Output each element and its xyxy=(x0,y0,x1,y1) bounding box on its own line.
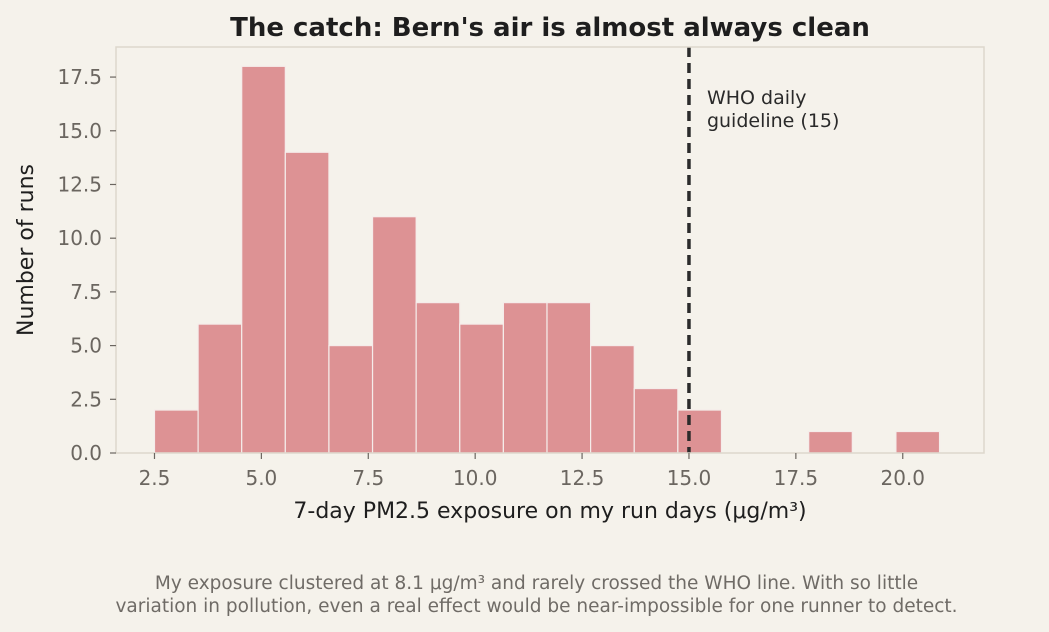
histogram-bar-8 xyxy=(502,302,548,454)
y-tick-label-6: 15.0 xyxy=(57,119,102,143)
x-tick-label-5: 15.0 xyxy=(667,466,712,490)
chart-title: The catch: Bern's air is almost always c… xyxy=(230,13,870,43)
histogram-bar-3 xyxy=(284,151,330,454)
x-tick-label-0: 2.5 xyxy=(139,466,171,490)
histogram-bar-4 xyxy=(328,344,374,454)
caption-line-2: variation in pollution, even a real effe… xyxy=(115,596,958,617)
y-tick-label-5: 12.5 xyxy=(57,172,102,196)
who-guideline-label-line-2: guideline (15) xyxy=(707,110,839,132)
chart-caption: My exposure clustered at 8.1 μg/m³ and r… xyxy=(24,572,1049,618)
y-tick-label-0: 0.0 xyxy=(70,441,102,465)
histogram-bar-1 xyxy=(197,323,243,454)
histogram-bar-7 xyxy=(459,323,504,454)
plot-frame xyxy=(115,46,985,454)
x-tick-label-6: 17.5 xyxy=(774,466,819,490)
y-axis-ticks: 0.0 2.5 5.0 7.5 10.0 12.5 15.0 17.5 xyxy=(57,65,116,465)
caption-line-1: My exposure clustered at 8.1 μg/m³ and r… xyxy=(154,573,919,594)
y-tick-label-1: 2.5 xyxy=(70,387,102,411)
x-tick-label-3: 10.0 xyxy=(453,466,498,490)
who-guideline-label-line-1: WHO daily xyxy=(707,87,807,109)
x-tick-label-7: 20.0 xyxy=(880,466,925,490)
histogram-bar-12 xyxy=(677,409,723,454)
y-tick-label-4: 10.0 xyxy=(57,226,102,250)
histogram-bars xyxy=(153,65,941,454)
x-tick-label-2: 7.5 xyxy=(352,466,384,490)
histogram-bar-9 xyxy=(546,302,592,454)
histogram-bar-0 xyxy=(153,409,199,454)
x-axis-label: 7-day PM2.5 exposure on my run days (μg/… xyxy=(293,499,806,524)
histogram-bar-10 xyxy=(590,344,635,454)
x-tick-label-1: 5.0 xyxy=(245,466,277,490)
histogram-bar-6 xyxy=(415,302,461,454)
y-tick-label-2: 5.0 xyxy=(70,334,102,358)
histogram-bar-2 xyxy=(241,65,286,454)
y-tick-label-7: 17.5 xyxy=(57,65,102,89)
histogram-bar-15 xyxy=(808,430,853,454)
histogram-bar-17 xyxy=(895,430,941,454)
histogram-bar-5 xyxy=(371,216,417,454)
pm25-histogram-chart: The catch: Bern's air is almost always c… xyxy=(14,13,985,524)
y-axis-label: Number of runs xyxy=(14,164,39,336)
y-tick-label-3: 7.5 xyxy=(70,280,102,304)
x-axis-ticks: 2.5 5.0 7.5 10.0 12.5 15.0 17.5 20.0 xyxy=(139,453,925,490)
x-tick-label-4: 12.5 xyxy=(560,466,605,490)
histogram-bar-11 xyxy=(633,387,679,454)
